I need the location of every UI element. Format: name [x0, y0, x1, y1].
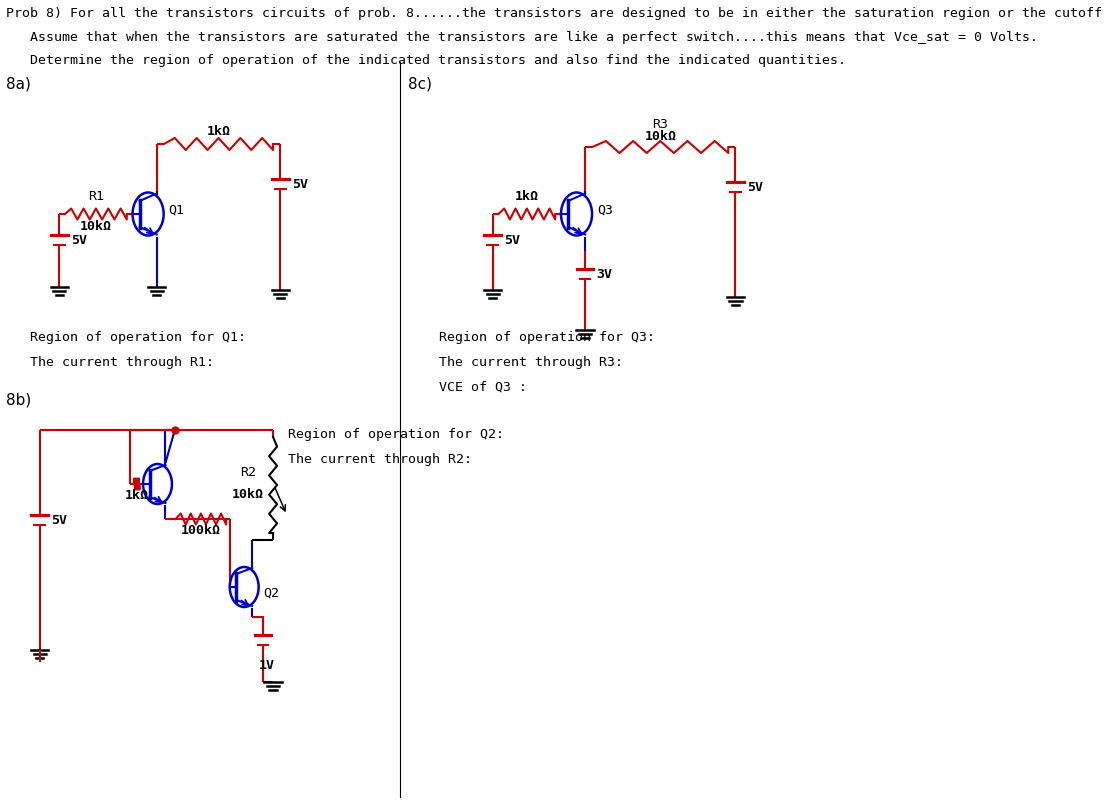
Text: 1V: 1V — [258, 658, 275, 671]
Text: Region of operation for Q3:: Region of operation for Q3: — [439, 330, 655, 343]
Text: 1kΩ: 1kΩ — [124, 488, 148, 501]
Text: 5V: 5V — [504, 234, 521, 247]
Text: 10kΩ: 10kΩ — [644, 130, 676, 143]
Text: Determine the region of operation of the indicated transistors and also find the: Determine the region of operation of the… — [30, 54, 847, 67]
Text: 1kΩ: 1kΩ — [515, 190, 538, 203]
Text: R3: R3 — [653, 118, 668, 131]
Text: 8c): 8c) — [408, 77, 432, 92]
Text: The current through R1:: The current through R1: — [30, 355, 214, 369]
Text: 5V: 5V — [71, 234, 86, 247]
Text: 3V: 3V — [596, 268, 613, 282]
Text: Q3: Q3 — [597, 203, 613, 217]
Text: 5V: 5V — [747, 181, 763, 194]
Text: Region of operation for Q2:: Region of operation for Q2: — [288, 427, 503, 440]
Text: Region of operation for Q1:: Region of operation for Q1: — [30, 330, 246, 343]
Text: 1kΩ: 1kΩ — [206, 125, 230, 138]
Text: Assume that when the transistors are saturated the transistors are like a perfec: Assume that when the transistors are sat… — [30, 31, 1038, 44]
Text: The current through R3:: The current through R3: — [439, 355, 624, 369]
Text: 10kΩ: 10kΩ — [232, 488, 264, 500]
Text: Q2: Q2 — [264, 585, 279, 599]
Text: Prob 8) For all the transistors circuits of prob. 8......the transistors are des: Prob 8) For all the transistors circuits… — [6, 7, 1108, 20]
Text: Q1: Q1 — [168, 203, 184, 217]
Text: 8a): 8a) — [6, 77, 31, 92]
Text: 10kΩ: 10kΩ — [80, 220, 112, 233]
Text: R1: R1 — [88, 190, 104, 203]
Text: The current through R2:: The current through R2: — [288, 452, 472, 465]
Text: 5V: 5V — [51, 514, 68, 527]
Text: 8b): 8b) — [6, 392, 31, 407]
Text: 100kΩ: 100kΩ — [182, 524, 222, 537]
Text: VCE of Q3 :: VCE of Q3 : — [439, 380, 527, 394]
Text: 5V: 5V — [291, 178, 308, 191]
Text: R2: R2 — [239, 465, 256, 479]
